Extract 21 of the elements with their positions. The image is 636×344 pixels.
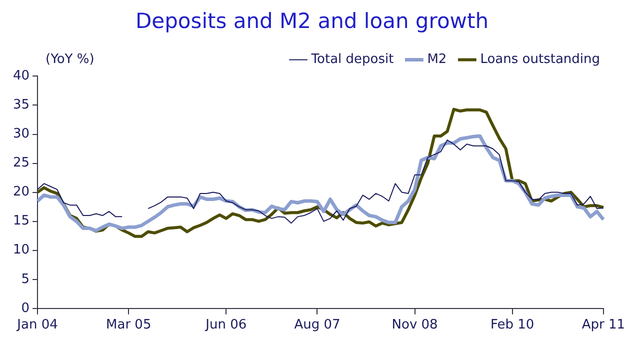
- y-axis-title: (YoY %): [46, 52, 94, 68]
- legend-label: Total deposit: [310, 52, 394, 68]
- x-tick-label: Aug 07: [294, 318, 340, 333]
- y-tick-label: 40: [12, 68, 30, 84]
- y-tick-label: 5: [21, 272, 30, 287]
- chart-title: Deposits and M2 and loan growth: [135, 9, 489, 34]
- x-tick-label: Mar 05: [106, 318, 152, 333]
- y-tick-label: 25: [12, 156, 30, 171]
- y-tick-label: 30: [12, 126, 30, 142]
- y-tick-label: 10: [12, 242, 30, 258]
- legend-label: Loans outstanding: [480, 52, 600, 68]
- y-tick-label: 15: [12, 214, 30, 229]
- y-tick-label: 35: [12, 98, 30, 113]
- legend-label: M2: [427, 52, 447, 68]
- x-tick-label: Jan 04: [16, 318, 58, 333]
- y-tick-label: 20: [12, 184, 30, 200]
- x-tick-label: Jun 06: [204, 318, 247, 333]
- x-tick-label: Nov 08: [392, 318, 438, 333]
- x-tick-label: Feb 10: [490, 318, 534, 333]
- y-tick-label: 0: [21, 300, 30, 316]
- x-tick-label: Apr 11: [582, 318, 626, 333]
